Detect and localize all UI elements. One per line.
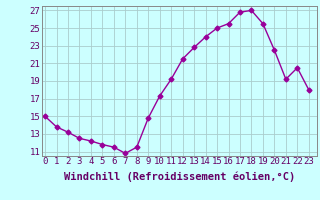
X-axis label: Windchill (Refroidissement éolien,°C): Windchill (Refroidissement éolien,°C) xyxy=(64,172,295,182)
